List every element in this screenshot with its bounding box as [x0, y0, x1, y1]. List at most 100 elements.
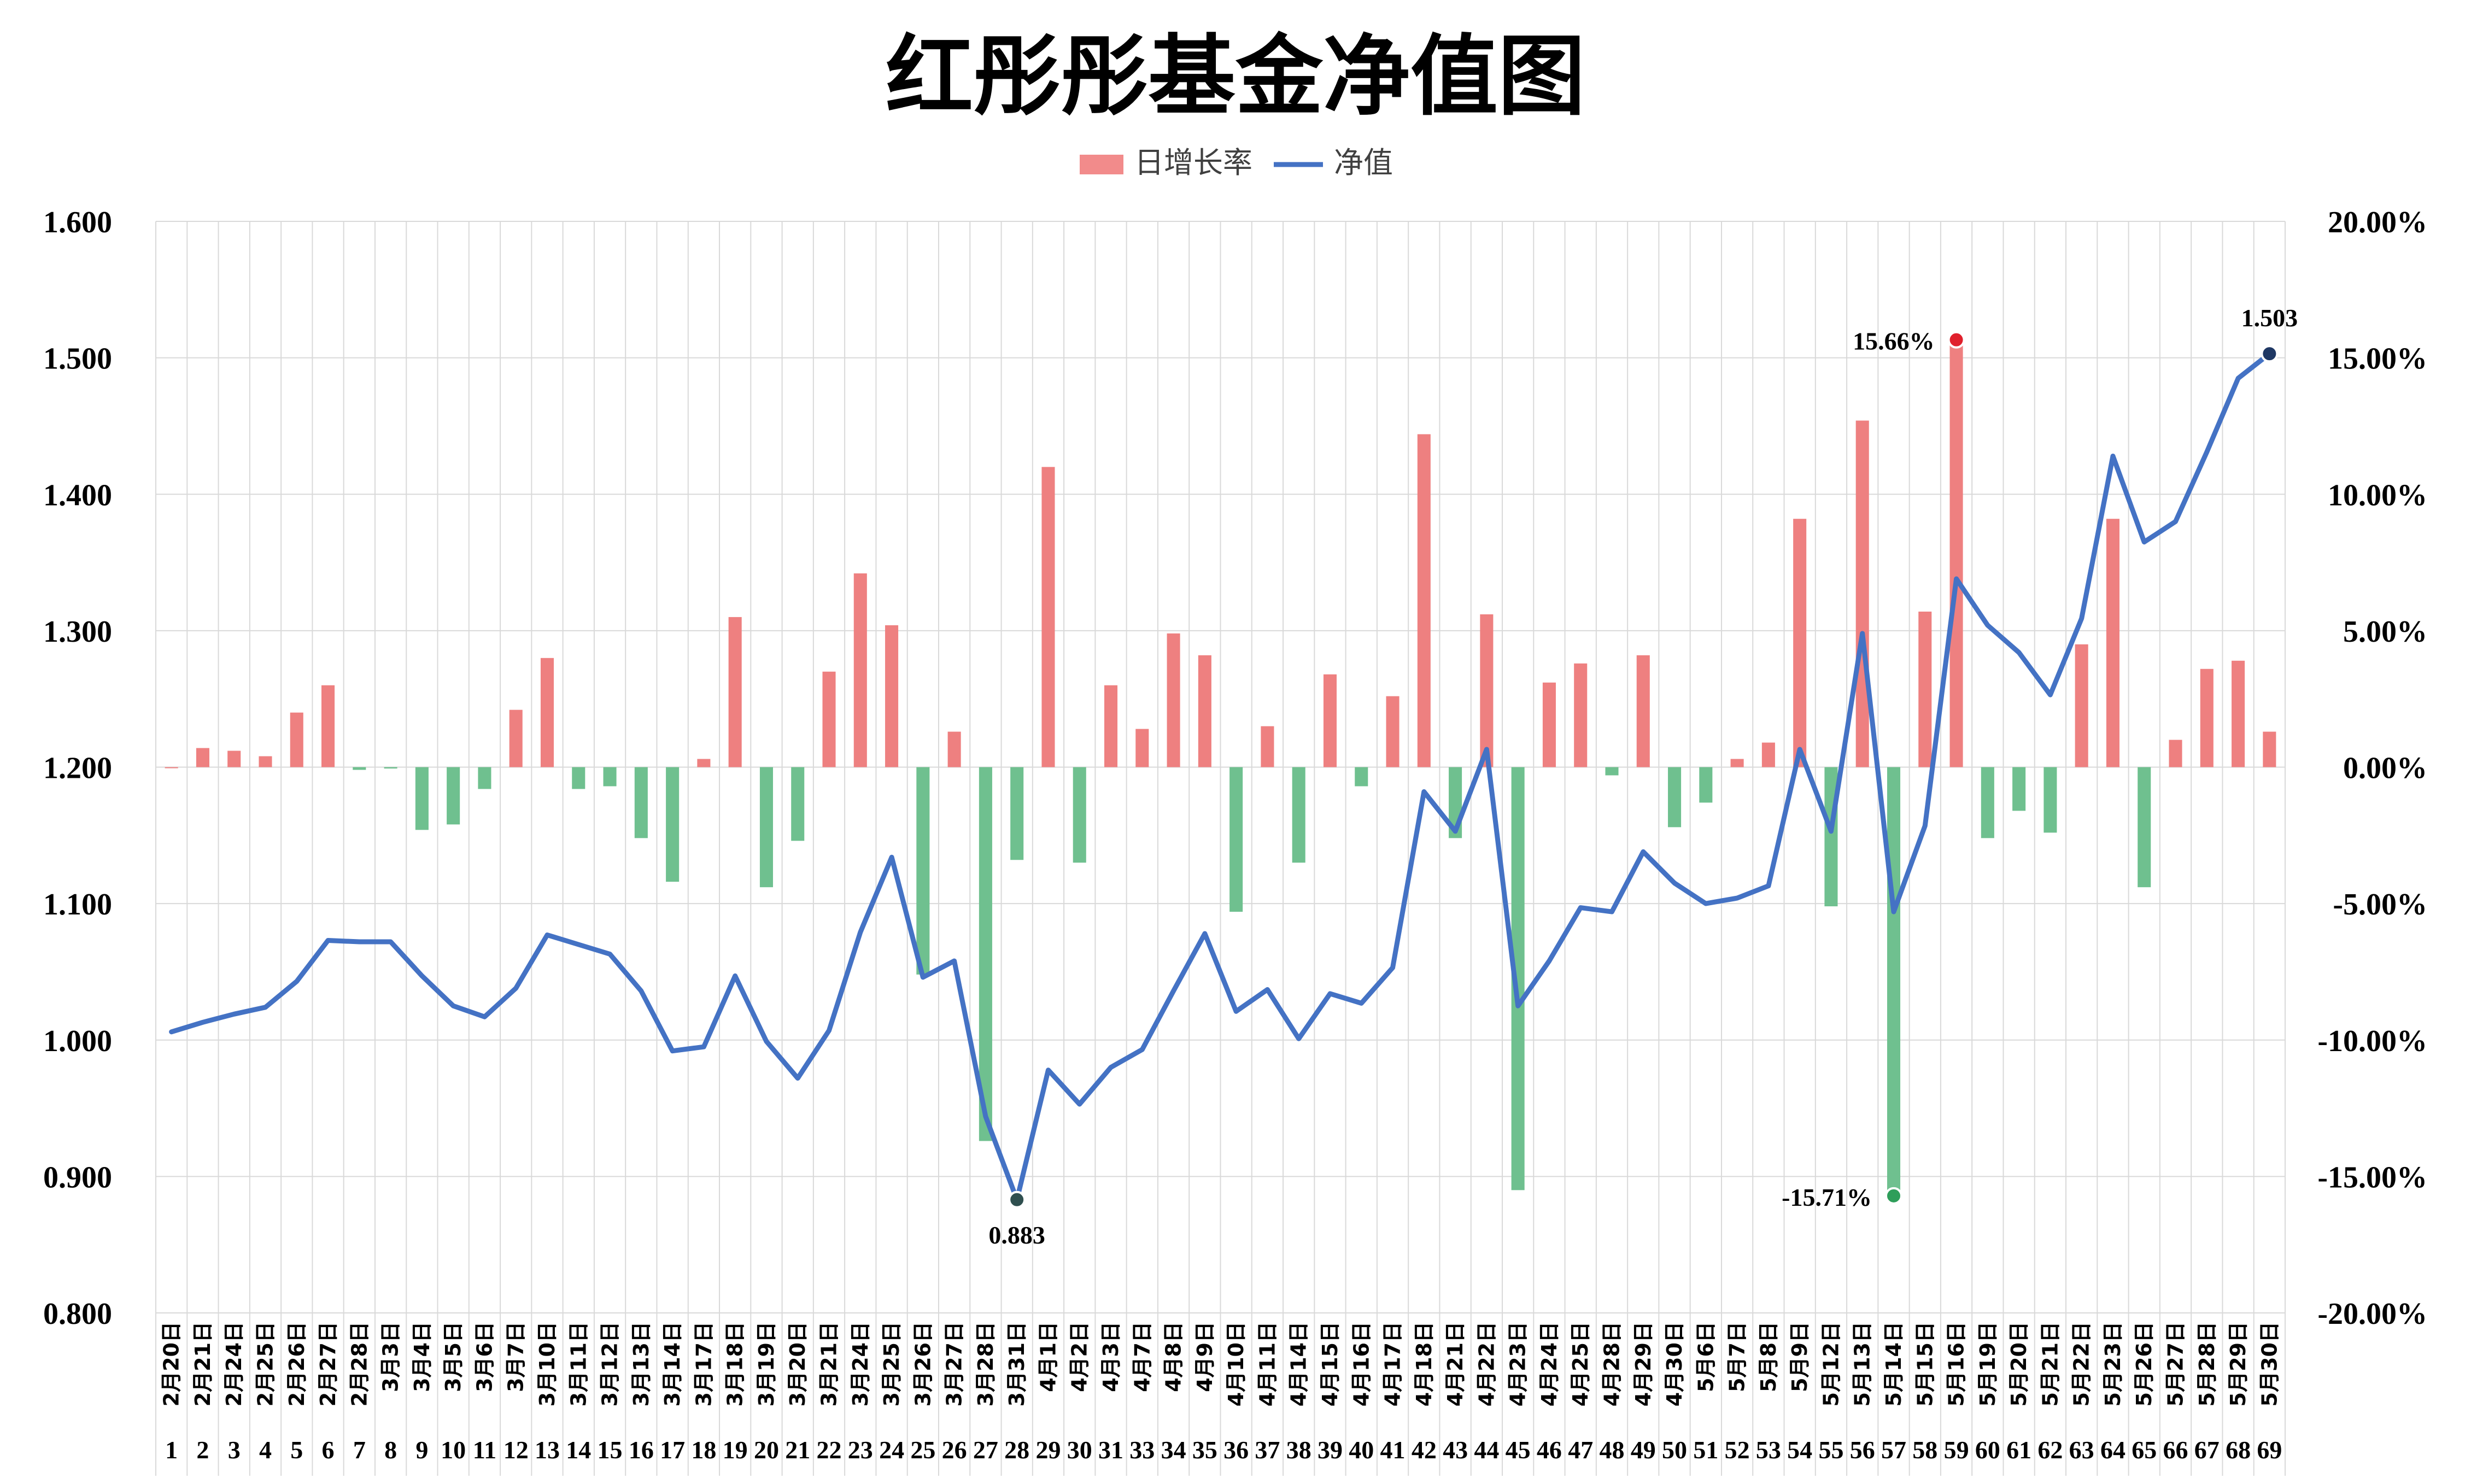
x-date-label: 3月7日 [504, 1322, 528, 1392]
growth-bar [1668, 767, 1682, 828]
x-date-label: 3月11日 [566, 1322, 590, 1406]
x-date-label: 2月21日 [191, 1322, 215, 1406]
growth-bar [822, 671, 836, 767]
growth-bar [853, 573, 867, 767]
x-index-label: 7 [353, 1436, 366, 1464]
x-date-label: 4月29日 [1631, 1322, 1655, 1406]
growth-bar [791, 767, 805, 841]
growth-bar [979, 767, 992, 1141]
x-date-label: 5月20日 [2007, 1322, 2031, 1406]
growth-bar [2263, 731, 2276, 767]
x-date-label: 4月28日 [1600, 1322, 1624, 1406]
x-index-label: 29 [1035, 1436, 1061, 1464]
growth-bar [1229, 767, 1243, 912]
x-date-label: 5月23日 [2101, 1322, 2125, 1406]
growth-bar [1073, 767, 1086, 863]
y-right-tick-label: 0.00% [2343, 752, 2427, 785]
x-index-label: 43 [1443, 1436, 1468, 1464]
legend: 日增长率 净值 [1080, 145, 1393, 180]
x-index-label: 54 [1787, 1436, 1812, 1464]
growth-bar [2232, 660, 2245, 767]
nav-line [169, 351, 2272, 1203]
y-right-tick-label: -20.00% [2317, 1297, 2427, 1331]
growth-bar [634, 767, 648, 838]
x-index-label: 2 [196, 1436, 209, 1464]
annotation-label: 0.883 [988, 1221, 1045, 1249]
growth-bar [2169, 740, 2182, 767]
x-index-label: 33 [1129, 1436, 1155, 1464]
x-date-label: 3月17日 [692, 1322, 716, 1406]
x-index-label: 15 [598, 1436, 623, 1464]
growth-bar [603, 767, 617, 787]
growth-bar [196, 748, 209, 767]
annotation-label: 15.66% [1853, 327, 1935, 355]
x-date-label: 4月8日 [1162, 1322, 1186, 1392]
x-date-label: 4月24日 [1537, 1322, 1561, 1406]
x-date-label: 3月28日 [974, 1322, 998, 1406]
growth-bar [2012, 767, 2026, 811]
x-date-label: 4月16日 [1349, 1322, 1373, 1406]
growth-bar [1699, 767, 1713, 803]
x-index-label: 57 [1881, 1436, 1906, 1464]
x-date-label: 2月28日 [347, 1322, 371, 1406]
x-index-label: 25 [910, 1436, 935, 1464]
x-index-label: 69 [2257, 1436, 2282, 1464]
growth-bar [290, 712, 303, 767]
x-index-label: 11 [473, 1436, 496, 1464]
growth-bar [728, 617, 742, 767]
x-date-label: 4月3日 [1099, 1322, 1123, 1392]
annotations: 15.66% -15.71% 0.883 1.503 [988, 304, 2298, 1249]
growth-bar [759, 767, 773, 888]
bar-series-daily-growth [165, 339, 2276, 1196]
x-index-label: 41 [1380, 1436, 1406, 1464]
x-date-label: 2月25日 [253, 1322, 277, 1406]
x-index-label: 12 [503, 1436, 529, 1464]
growth-bar [1542, 682, 1556, 767]
y-left-tick-label: 1.500 [43, 342, 112, 376]
growth-bar [1323, 674, 1337, 767]
y-left-tick-label: 1.600 [43, 206, 112, 239]
x-date-label: 5月28日 [2195, 1322, 2219, 1406]
growth-bar [1135, 729, 1149, 767]
x-index-label: 47 [1568, 1436, 1593, 1464]
annotation-label: -15.71% [1782, 1183, 1872, 1211]
x-index-label: 26 [942, 1436, 967, 1464]
x-index-label: 38 [1286, 1436, 1311, 1464]
x-index-label: 66 [2163, 1436, 2188, 1464]
x-index-label: 19 [723, 1436, 748, 1464]
x-index-label: 58 [1912, 1436, 1937, 1464]
x-index-label: 36 [1223, 1436, 1249, 1464]
growth-bar [1261, 726, 1274, 767]
y-left-tick-label: 1.000 [43, 1024, 112, 1058]
x-date-label: 4月17日 [1381, 1322, 1405, 1406]
x-index-label: 18 [691, 1436, 716, 1464]
x-index-label: 4 [259, 1436, 272, 1464]
growth-bar [478, 767, 491, 789]
x-date-label: 5月30日 [2257, 1322, 2281, 1406]
x-date-label: 3月19日 [754, 1322, 778, 1406]
x-index-label: 52 [1725, 1436, 1750, 1464]
x-index-label: 9 [415, 1436, 428, 1464]
x-date-label: 3月18日 [723, 1322, 747, 1406]
growth-bar [509, 709, 523, 767]
chart-title: 红彤彤基金净值图 [886, 25, 1585, 127]
x-date-label: 4月11日 [1255, 1322, 1279, 1406]
growth-bar [1480, 614, 1494, 767]
growth-bar [1198, 655, 1211, 767]
x-date-label: 4月25日 [1568, 1322, 1592, 1406]
x-date-label: 4月9日 [1193, 1322, 1217, 1392]
x-index-label: 20 [754, 1436, 779, 1464]
line-series-nav [169, 351, 2272, 1203]
growth-bar [947, 731, 961, 767]
growth-bar [165, 767, 178, 769]
growth-bar [1104, 685, 1118, 767]
x-date-label: 3月14日 [660, 1322, 684, 1406]
x-date-label: 4月15日 [1318, 1322, 1342, 1406]
x-date-label: 5月21日 [2038, 1322, 2062, 1406]
x-date-label: 5月29日 [2226, 1322, 2250, 1406]
x-date-label: 5月19日 [1976, 1322, 2000, 1406]
growth-bar [1386, 696, 1400, 767]
growth-bar [227, 750, 241, 767]
x-date-label: 3月25日 [880, 1322, 904, 1406]
growth-bar [1981, 767, 1994, 838]
